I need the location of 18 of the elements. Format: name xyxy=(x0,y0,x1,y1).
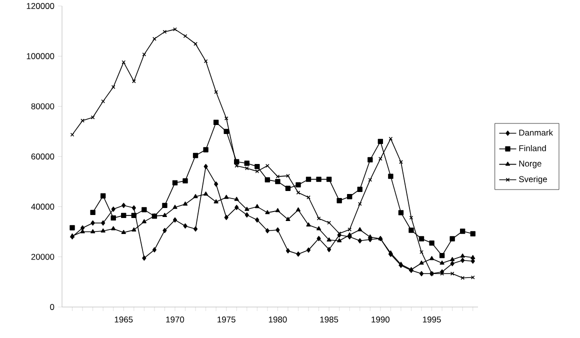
x-tick-label: 1980 xyxy=(268,316,287,323)
x-tick-label: 1995 xyxy=(423,316,441,323)
x-tick-label: 1965 xyxy=(114,316,133,323)
legend-label: Finland xyxy=(519,145,546,152)
legend-label: Sverige xyxy=(519,176,547,184)
x-tick-label: 1975 xyxy=(218,316,236,323)
y-tick-label: 20000 xyxy=(31,254,54,260)
y-tick-label: 40000 xyxy=(31,204,54,210)
y-tick-label: 80000 xyxy=(31,103,54,110)
y-tick-label: 0 xyxy=(50,304,54,310)
x-tick-label: 1970 xyxy=(166,316,184,323)
y-tick-label: 100000 xyxy=(26,53,54,60)
y-tick-label: 60000 xyxy=(31,154,54,160)
legend-label: Norge xyxy=(519,160,542,168)
legend-label: Danmark xyxy=(519,129,553,136)
x-tick-label: 1990 xyxy=(372,316,390,323)
x-tick-label: 1985 xyxy=(320,316,338,323)
y-tick-label: 120000 xyxy=(26,3,54,9)
